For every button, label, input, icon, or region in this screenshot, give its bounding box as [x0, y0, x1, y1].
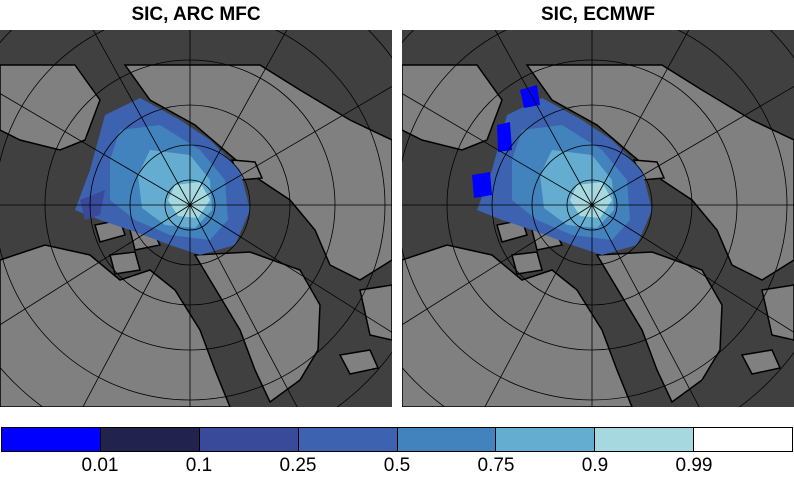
land-alaska — [0, 64, 101, 151]
colorbar-segment — [199, 428, 299, 451]
land-scandinavia — [761, 284, 794, 341]
sea-ice-field — [75, 98, 250, 255]
land-canada — [402, 244, 633, 407]
colorbar-tick-label: 0.75 — [477, 455, 515, 476]
polar-map-arc-mfc — [0, 30, 392, 407]
ice-edge-blue-3 — [472, 172, 492, 198]
colorbar-segment — [496, 428, 596, 451]
land-masses — [0, 64, 392, 407]
ice-edge-blue-2 — [497, 122, 512, 152]
colorbar-tick-label: 0.99 — [675, 455, 713, 476]
colorbar-segment — [298, 428, 398, 451]
map-panel-ecmwf — [402, 30, 794, 407]
land-iceland — [338, 349, 380, 375]
colorbar-segment — [694, 428, 792, 451]
colorbar-segment — [2, 428, 101, 451]
sea-ice-field — [472, 85, 652, 255]
map-panel-arc-mfc — [0, 30, 392, 407]
colorbar-tick-label: 0.01 — [81, 455, 119, 476]
graticule — [402, 30, 794, 407]
colorbar-tick-label: 0.5 — [383, 455, 411, 476]
sic-colorbar — [1, 427, 793, 452]
panel-title-arc-mfc: SIC, ARC MFC — [131, 4, 261, 25]
land-iceland — [740, 349, 782, 375]
graticule — [0, 30, 392, 407]
colorbar-tick-label: 0.9 — [581, 455, 609, 476]
land-masses — [402, 64, 794, 407]
colorbar-segment — [595, 428, 695, 451]
land-scandinavia — [359, 284, 392, 341]
land-archipelago-3 — [511, 251, 543, 275]
panel-title-ecmwf: SIC, ECMWF — [541, 4, 655, 25]
land-canada — [0, 244, 231, 407]
colorbar-segment — [397, 428, 497, 451]
land-alaska — [402, 64, 503, 151]
colorbar-tick-label: 0.25 — [279, 455, 317, 476]
ice-pole-patch — [570, 182, 612, 218]
polar-map-ecmwf — [402, 30, 794, 407]
colorbar-tick-label: 0.1 — [185, 455, 213, 476]
land-archipelago-3 — [109, 251, 141, 275]
colorbar-segment — [100, 428, 200, 451]
ice-pole-patch — [168, 182, 210, 218]
